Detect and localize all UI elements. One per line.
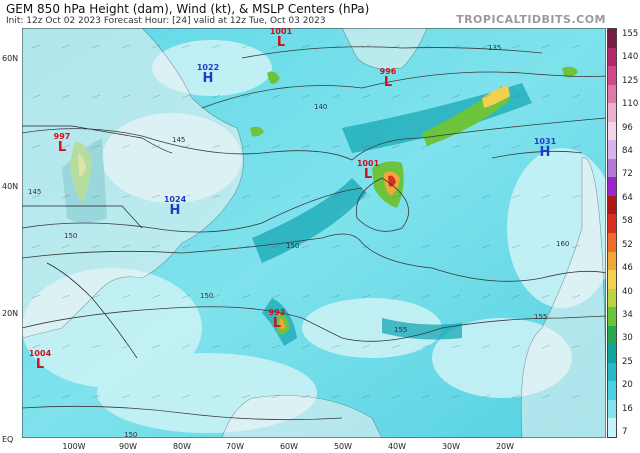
colorbar-tick-label: 72: [622, 169, 633, 180]
colorbar-segment: [608, 325, 616, 345]
colorbar-segment: [608, 233, 616, 253]
colorbar-tick-label: 64: [622, 192, 633, 203]
colorbar-segment: [608, 84, 616, 104]
colorbar-segment: [608, 47, 616, 67]
low-pressure-center: 1001 L: [356, 159, 380, 182]
map-subtitle: Init: 12z Oct 02 2023 Forecast Hour: [24…: [6, 16, 326, 26]
contour-label: 135: [488, 44, 502, 52]
contour-label: 145: [172, 136, 186, 144]
wind-speed-colorbar: [607, 28, 617, 438]
colorbar-segment: [608, 195, 616, 215]
colorbar-segment: [608, 307, 616, 327]
colorbar-tick-label: 20: [622, 380, 633, 391]
lon-label-70w: 70W: [225, 442, 245, 451]
colorbar-tick-label: 7: [622, 427, 628, 437]
colorbar-tick-label: 110: [622, 99, 639, 110]
low-pressure-center: 997 L: [53, 132, 71, 155]
lon-label-50w: 50W: [333, 442, 353, 451]
low-pressure-center: 1004 L: [28, 349, 52, 372]
contour-label: 150: [124, 431, 138, 439]
lon-label-40w: 40W: [387, 442, 407, 451]
colorbar-tick-label: 46: [622, 263, 633, 274]
contour-label: 150: [286, 242, 300, 250]
colorbar-segment: [608, 362, 616, 382]
colorbar-tick-label: 96: [622, 122, 633, 133]
contour-label: 150: [200, 292, 214, 300]
colorbar-tick-label: 25: [622, 356, 633, 367]
low-pressure-center: 996 L: [379, 67, 397, 90]
colorbar-segment: [608, 140, 616, 160]
lat-label-60n: 60N: [2, 54, 19, 63]
colorbar-tick-label: 84: [622, 146, 633, 157]
colorbar-segment: [608, 251, 616, 271]
colorbar-segment: [608, 270, 616, 290]
high-pressure-center: 1031 H: [533, 137, 557, 160]
contour-label: 145: [28, 188, 42, 196]
lon-label-30w: 30W: [441, 442, 461, 451]
lon-label-90w: 90W: [118, 442, 138, 451]
colorbar-segment: [608, 214, 616, 234]
contour-label: 155: [534, 313, 548, 321]
contour-label: 155: [394, 326, 408, 334]
colorbar-segment: [608, 29, 616, 49]
colorbar-tick-label: 30: [622, 333, 633, 344]
lon-label-80w: 80W: [172, 442, 192, 451]
contour-label: 160: [556, 240, 570, 248]
colorbar-tick-label: 155: [622, 29, 639, 39]
map-title: GEM 850 hPa Height (dam), Wind (kt), & M…: [6, 2, 370, 16]
lon-label-60w: 60W: [279, 442, 299, 451]
low-pressure-center: 993 L: [268, 308, 286, 331]
colorbar-segment: [608, 177, 616, 197]
colorbar-segment: [608, 66, 616, 86]
low-pressure-center: 1001 L: [269, 27, 293, 50]
wind-barbs: [31, 44, 581, 399]
colorbar-segment: [608, 381, 616, 401]
height-contours: [22, 46, 606, 421]
contour-label: 150: [64, 232, 78, 240]
colorbar-segment: [608, 399, 616, 419]
high-pressure-center: 1022 H: [196, 63, 220, 86]
colorbar-segment: [608, 344, 616, 364]
colorbar-tick-label: 16: [622, 403, 633, 414]
colorbar-tick-label: 58: [622, 216, 633, 227]
lat-label-20n: 20N: [2, 309, 19, 318]
lon-label-20w: 20W: [495, 442, 515, 451]
colorbar-segment: [608, 121, 616, 141]
colorbar-tick-label: 52: [622, 239, 633, 250]
lon-label-100w: 100W: [62, 442, 86, 451]
colorbar-tick-label: 140: [622, 52, 639, 63]
colorbar-tick-label: 40: [622, 286, 633, 297]
colorbar-segment: [608, 288, 616, 308]
colorbar-tick-label: 125: [622, 75, 639, 86]
weather-map: [22, 28, 606, 438]
colorbar-segment: [608, 158, 616, 178]
land-masses: [22, 28, 606, 438]
colorbar-segment: [608, 103, 616, 123]
brand-watermark: TROPICALTIDBITS.COM: [456, 13, 606, 26]
lat-label-40n: 40N: [2, 182, 19, 191]
colorbar-tick-label: 34: [622, 309, 633, 320]
lat-label-eq: EQ: [2, 435, 14, 444]
contour-label: 140: [314, 103, 328, 111]
colorbar-segment: [608, 418, 616, 438]
high-pressure-center: 1024 H: [163, 195, 187, 218]
